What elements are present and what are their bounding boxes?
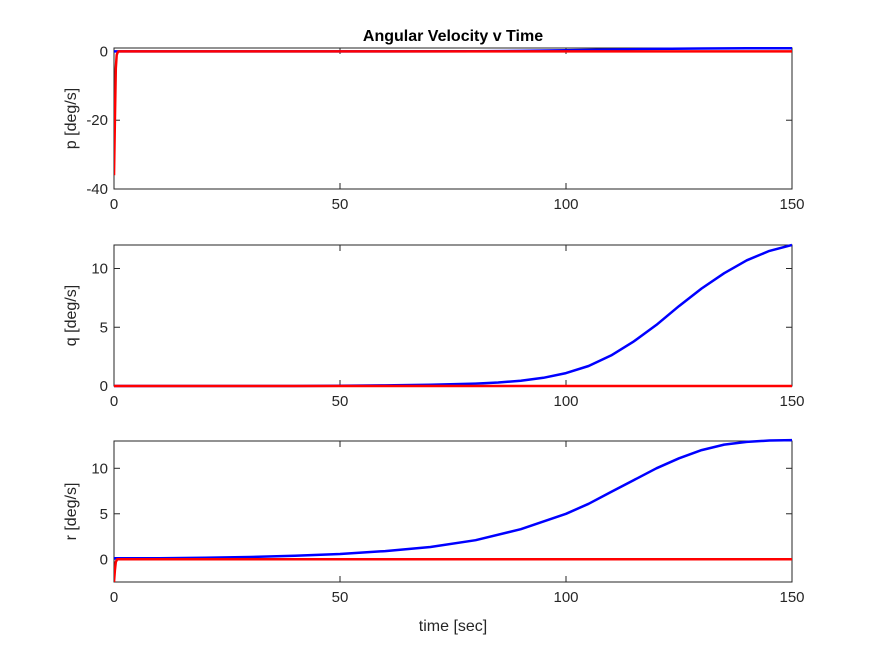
subplot-2: 0 50 100 150 0 5 10 q [deg/s] (63, 243, 805, 410)
x-tick-label: 50 (332, 196, 349, 213)
axes-box (113, 244, 793, 387)
x-tick-label: 100 (553, 196, 578, 213)
y-tick-label: -20 (86, 112, 108, 129)
x-tick-label: 100 (553, 589, 578, 606)
y-tick-label: 5 (100, 319, 108, 336)
y-tick-label: 5 (100, 506, 108, 523)
x-tick-label: 0 (110, 393, 118, 410)
x-tick-label: 150 (779, 589, 804, 606)
x-tick-label: 100 (553, 393, 578, 410)
y-tick-label: -40 (86, 181, 108, 198)
y-tick-label: 0 (100, 378, 108, 395)
y-axis-label: q [deg/s] (63, 285, 80, 346)
y-axis-label: r [deg/s] (63, 483, 80, 541)
series-line-red (114, 558, 792, 583)
x-tick-label: 0 (110, 196, 118, 213)
subplot-3: 0 50 100 150 0 5 10 r [deg/s] time [sec] (63, 438, 805, 635)
subplot-1: 0 50 100 150 -40 -20 0 p [deg/s] Angular Velocit… (63, 28, 805, 213)
y-axis-label: p [deg/s] (63, 88, 80, 149)
y-tick-label: 0 (100, 551, 108, 568)
y-tick-label: 10 (91, 261, 108, 278)
y-tick-label: 0 (100, 43, 108, 60)
y-tick-label: 10 (91, 460, 108, 477)
axes-box (113, 440, 793, 583)
axes-box (113, 47, 793, 190)
x-tick-label: 50 (332, 589, 349, 606)
chart-title: Angular Velocity v Time (363, 28, 543, 45)
x-tick-label: 150 (779, 196, 804, 213)
x-axis-label: time [sec] (419, 618, 487, 635)
x-tick-label: 150 (779, 393, 804, 410)
x-tick-label: 0 (110, 589, 118, 606)
series-line-blue (114, 438, 792, 560)
series-line-red (114, 50, 792, 176)
x-tick-label: 50 (332, 393, 349, 410)
